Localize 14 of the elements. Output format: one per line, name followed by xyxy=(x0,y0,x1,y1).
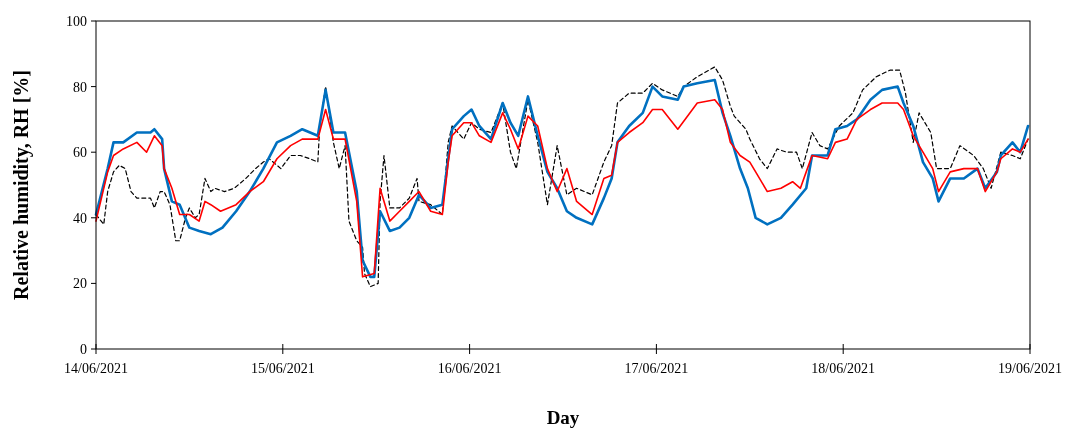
x-tick-label: 15/06/2021 xyxy=(250,361,315,376)
y-tick-label: 40 xyxy=(73,210,87,226)
y-tick-label: 20 xyxy=(73,276,87,292)
y-tick-label: 80 xyxy=(73,79,87,95)
y-tick-label: 0 xyxy=(80,341,87,357)
x-tick-label: 18/06/2021 xyxy=(811,361,876,376)
x-tick-label: 19/06/2021 xyxy=(998,361,1062,376)
x-tick-label: 17/06/2021 xyxy=(624,361,689,376)
x-tick-label: 14/06/2021 xyxy=(64,361,128,376)
y-axis-title: Relative humidity, RH [%] xyxy=(10,70,33,300)
x-axis-title: Day xyxy=(546,407,580,428)
y-tick-label: 60 xyxy=(73,145,87,161)
x-tick-label: 16/06/2021 xyxy=(437,361,502,376)
y-tick-label: 100 xyxy=(66,13,87,29)
